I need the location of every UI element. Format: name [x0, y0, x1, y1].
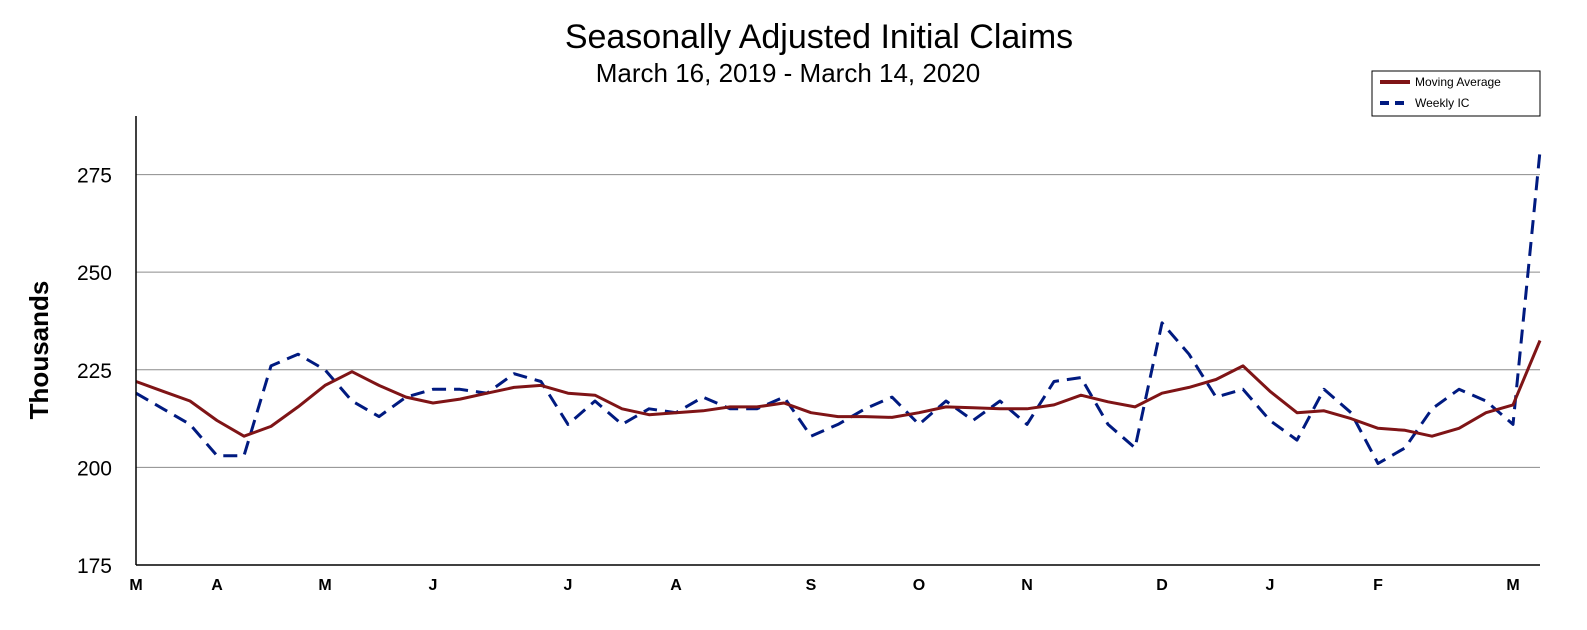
y-tick-label: 225	[77, 360, 112, 383]
x-tick-label: A	[211, 577, 223, 594]
chart-title: Seasonally Adjusted Initial Claims	[565, 18, 1073, 56]
y-tick-label: 200	[77, 457, 112, 480]
x-tick-label: F	[1373, 577, 1383, 594]
x-tick-label: N	[1021, 577, 1033, 594]
x-tick-label: O	[913, 577, 925, 594]
y-tick-label: 275	[77, 165, 112, 188]
x-tick-label: A	[670, 577, 682, 594]
x-tick-label: J	[564, 577, 573, 594]
x-tick-label: M	[1506, 577, 1519, 594]
series-line-moving-average	[135, 339, 1542, 438]
y-tick-label: 175	[77, 555, 112, 578]
legend-box	[1371, 70, 1541, 117]
x-tick-label: J	[429, 577, 438, 594]
y-tick-label: 250	[77, 262, 112, 285]
chart-subtitle: March 16, 2019 - March 14, 2020	[596, 58, 980, 88]
x-tick-label: S	[806, 577, 817, 594]
x-tick-label: D	[1156, 577, 1168, 594]
series-layer	[135, 150, 1542, 465]
legend: Moving Average Weekly IC	[1371, 70, 1541, 117]
series-line-weekly-ic	[135, 150, 1542, 465]
x-tick-label: M	[318, 577, 331, 594]
x-tick-label: J	[1266, 577, 1275, 594]
axis-layer: 175 200 225 250 275 M A M J J A S O N D J F M	[77, 116, 1540, 594]
legend-label-moving-average: Moving Average	[1415, 75, 1501, 89]
x-tick-label: M	[129, 577, 142, 594]
y-axis-label: Thousands	[24, 281, 54, 420]
grid-layer	[136, 174, 1540, 468]
legend-label-weekly-ic: Weekly IC	[1415, 96, 1470, 110]
